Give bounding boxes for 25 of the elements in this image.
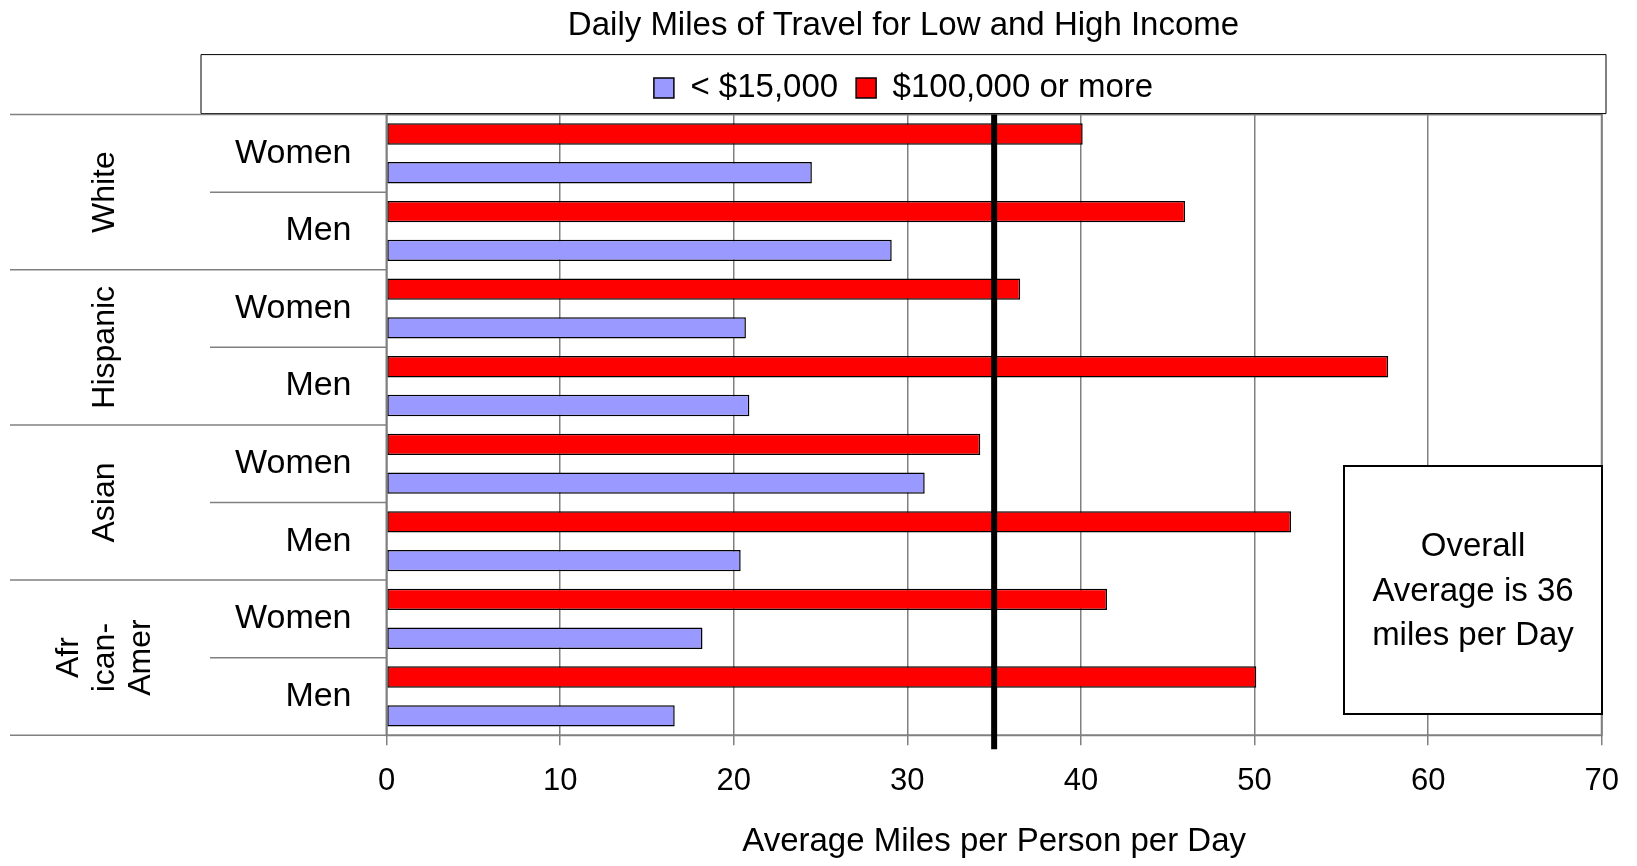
x-axis-title: Average Miles per Person per Day bbox=[742, 821, 1247, 859]
x-tick-label: 0 bbox=[377, 762, 396, 798]
y-tick-label: Men bbox=[285, 209, 352, 248]
x-tick-label: 10 bbox=[542, 762, 578, 798]
legend-label: $100,000 or more bbox=[892, 67, 1154, 105]
y-tick-label: Women bbox=[235, 131, 352, 170]
x-tick-label: 60 bbox=[1410, 762, 1446, 798]
legend-label: < $15,000 bbox=[690, 67, 839, 105]
x-tick-label: 20 bbox=[716, 762, 751, 798]
x-tick-label: 30 bbox=[890, 762, 925, 798]
callout-box: Overall Average is 36 miles per Day bbox=[1343, 465, 1603, 715]
y-tick-label: Men bbox=[285, 364, 352, 403]
x-tick-label: 50 bbox=[1237, 762, 1272, 798]
y-tick-label: Women bbox=[235, 597, 352, 636]
text: White bbox=[84, 151, 121, 234]
y-tick-label: Women bbox=[235, 442, 352, 481]
x-tick-label: 40 bbox=[1063, 762, 1099, 798]
y-tick-label: Men bbox=[285, 519, 352, 558]
x-tick-label: 70 bbox=[1584, 762, 1619, 798]
text: Hispanic bbox=[84, 285, 121, 409]
text: Asian bbox=[84, 462, 121, 543]
chart-title: Daily Miles of Travel for Low and High Income bbox=[567, 4, 1240, 42]
text: Afr ican- Amer bbox=[48, 619, 157, 696]
y-tick-label: Women bbox=[235, 286, 352, 325]
y-tick-label: Men bbox=[285, 674, 352, 713]
